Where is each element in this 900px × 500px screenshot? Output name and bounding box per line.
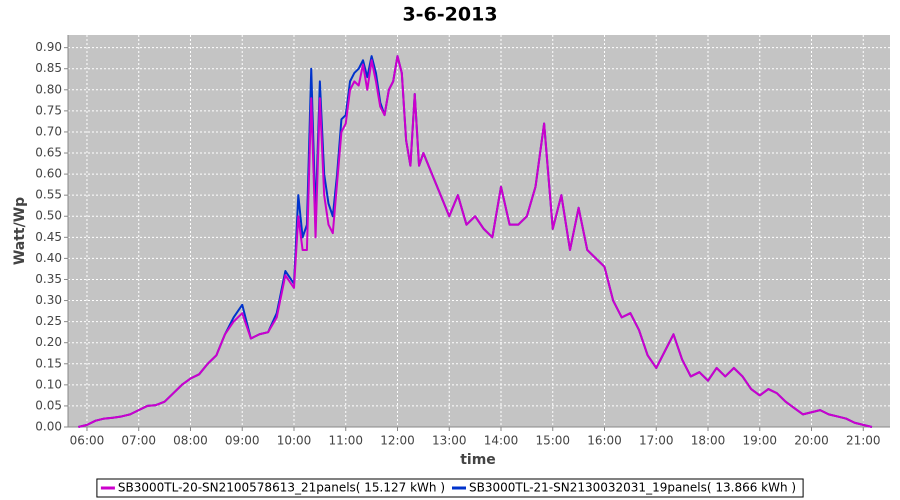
y-tick-label: 0.80 bbox=[35, 82, 62, 96]
x-tick-label: 10:00 bbox=[277, 434, 312, 448]
x-tick-label: 21:00 bbox=[846, 434, 881, 448]
legend-label: SB3000TL-21-SN2130032031_19panels( 13.86… bbox=[469, 481, 796, 495]
x-tick-label: 16:00 bbox=[587, 434, 622, 448]
y-tick-label: 0.90 bbox=[35, 40, 62, 54]
legend: SB3000TL-20-SN2100578613_21panels( 15.12… bbox=[96, 478, 804, 498]
y-tick-label: 0.10 bbox=[35, 377, 62, 391]
y-tick-label: 0.15 bbox=[35, 356, 62, 370]
x-tick-label: 18:00 bbox=[691, 434, 726, 448]
y-tick-label: 0.45 bbox=[35, 230, 62, 244]
y-tick-label: 0.85 bbox=[35, 61, 62, 75]
x-tick-label: 08:00 bbox=[173, 434, 208, 448]
x-tick-label: 07:00 bbox=[121, 434, 156, 448]
y-tick-label: 0.70 bbox=[35, 124, 62, 138]
y-tick-label: 0.65 bbox=[35, 146, 62, 160]
x-tick-label: 15:00 bbox=[535, 434, 570, 448]
y-tick-label: 0.05 bbox=[35, 398, 62, 412]
y-tick-label: 0.35 bbox=[35, 272, 62, 286]
y-tick-label: 0.55 bbox=[35, 188, 62, 202]
chart-title: 3-6-2013 bbox=[402, 4, 497, 26]
x-tick-label: 17:00 bbox=[639, 434, 674, 448]
x-tick-label: 09:00 bbox=[225, 434, 260, 448]
y-tick-label: 0.60 bbox=[35, 167, 62, 181]
x-tick-label: 12:00 bbox=[380, 434, 415, 448]
legend-box bbox=[96, 478, 804, 498]
x-tick-label: 14:00 bbox=[484, 434, 519, 448]
y-tick-label: 0.50 bbox=[35, 209, 62, 223]
y-tick-label: 0.30 bbox=[35, 293, 62, 307]
legend-label: SB3000TL-20-SN2100578613_21panels( 15.12… bbox=[118, 481, 445, 495]
y-axis-label: Watt/Wp bbox=[12, 197, 28, 265]
y-tick-label: 0.25 bbox=[35, 314, 62, 328]
y-tick-label: 0.00 bbox=[35, 420, 62, 434]
x-axis-label: time bbox=[460, 452, 496, 468]
series-line bbox=[78, 55, 873, 428]
x-tick-label: 11:00 bbox=[328, 434, 363, 448]
x-tick-label: 20:00 bbox=[794, 434, 829, 448]
y-tick-label: 0.75 bbox=[35, 103, 62, 117]
x-tick-label: 19:00 bbox=[742, 434, 777, 448]
y-tick-label: 0.20 bbox=[35, 335, 62, 349]
plot-area bbox=[68, 35, 890, 427]
x-tick-label: 13:00 bbox=[432, 434, 467, 448]
x-tick-label: 06:00 bbox=[70, 434, 105, 448]
y-tick-label: 0.40 bbox=[35, 251, 62, 265]
